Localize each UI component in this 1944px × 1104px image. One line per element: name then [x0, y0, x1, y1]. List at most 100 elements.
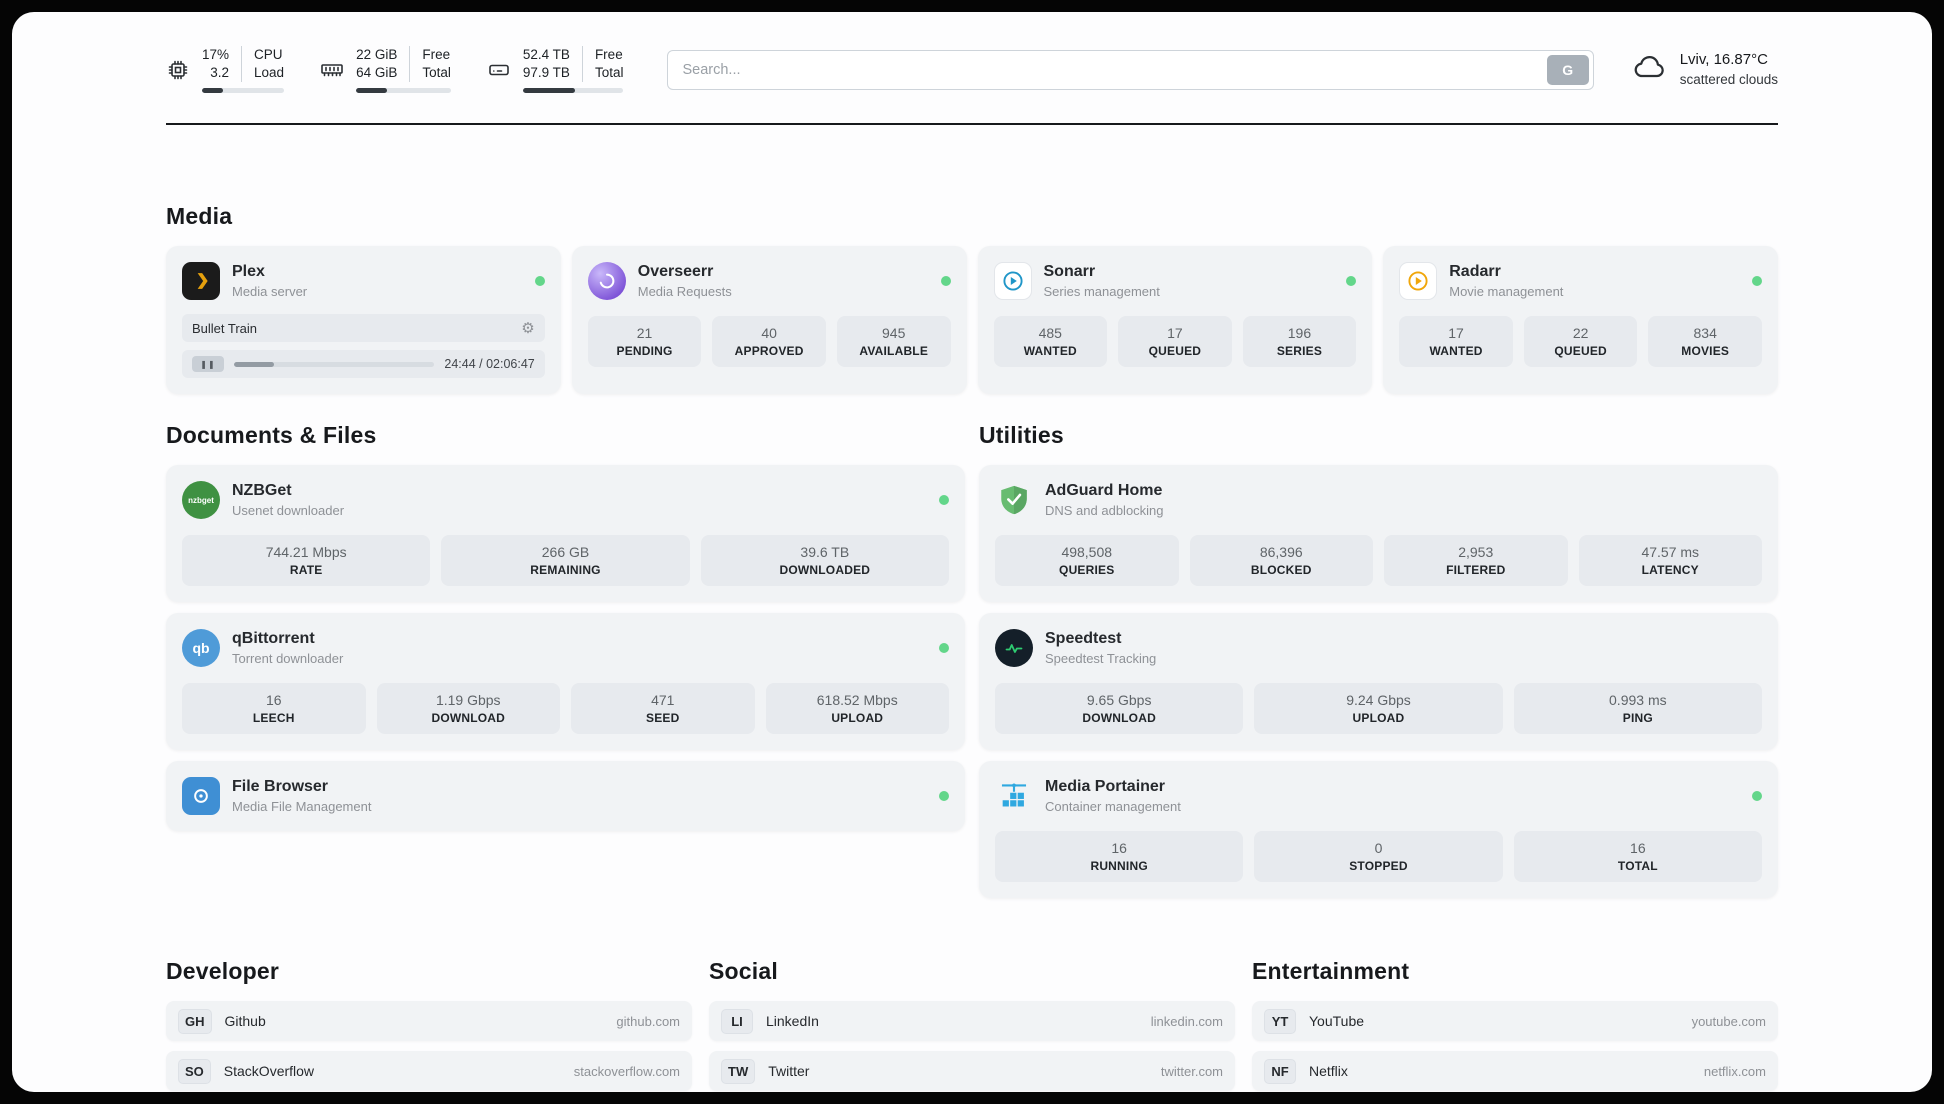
cpu-load-value: 3.2	[210, 65, 230, 80]
radarr-stat-wanted: 17 WANTED	[1399, 316, 1513, 367]
gear-icon[interactable]: ⚙	[521, 320, 535, 337]
adguard-stat-blocked: 86,396 BLOCKED	[1189, 535, 1373, 586]
search-engine-button[interactable]: G	[1546, 54, 1589, 85]
bookmark-netflix[interactable]: NF Netflix netflix.com	[1252, 1051, 1778, 1091]
weather-condition: scattered clouds	[1679, 71, 1778, 87]
twitter-badge: TW	[721, 1058, 756, 1084]
ram-free-value: 22 GiB	[356, 47, 398, 62]
qbittorrent-title: qBittorrent	[232, 630, 315, 647]
bookmarks-area: Developer GH Github github.com SO StackO…	[166, 958, 1778, 1092]
bookmark-youtube[interactable]: YT YouTube youtube.com	[1252, 1001, 1778, 1041]
bookmark-stackoverflow[interactable]: SO StackOverflow stackoverflow.com	[166, 1051, 692, 1091]
portainer-title: Media Portainer	[1045, 778, 1166, 795]
portainer-stat-stopped: 0 STOPPED	[1254, 831, 1503, 882]
qbittorrent-subtitle: Torrent downloader	[232, 651, 344, 666]
portainer-stat-total: 16 TOTAL	[1513, 831, 1762, 882]
youtube-badge: YT	[1264, 1008, 1296, 1034]
app-card-radarr[interactable]: Radarr Movie management 17 WANTED 2	[1383, 246, 1778, 394]
media-section-title: Media	[166, 203, 233, 229]
disk-total-label: Total	[594, 65, 624, 80]
section-documents: Documents & Files nzbget NZBGet Usenet d…	[166, 422, 965, 898]
sonarr-stat-queued: 17 QUEUED	[1118, 316, 1232, 367]
app-card-adguard[interactable]: AdGuard Home DNS and adblocking 498,508 …	[979, 465, 1778, 602]
ram-meter	[356, 88, 451, 93]
qbittorrent-stat-leech: 16 LEECH	[182, 683, 366, 734]
adguard-title: AdGuard Home	[1045, 482, 1163, 499]
overseerr-icon	[587, 262, 626, 300]
bookmark-linkedin[interactable]: LI LinkedIn linkedin.com	[709, 1001, 1235, 1041]
sonarr-icon	[993, 262, 1032, 300]
dashboard-main: Media Plex Media server	[166, 125, 1778, 1092]
netflix-badge: NF	[1264, 1058, 1296, 1084]
speedtest-subtitle: Speedtest Tracking	[1045, 651, 1157, 666]
qbittorrent-icon: qb	[182, 629, 220, 667]
app-card-filebrowser[interactable]: File Browser Media File Management	[166, 761, 965, 831]
overseerr-subtitle: Media Requests	[637, 284, 732, 299]
cpu-meter-fill	[202, 88, 223, 93]
app-card-overseerr[interactable]: Overseerr Media Requests 21 PENDING	[571, 246, 967, 394]
radarr-status-dot	[1752, 276, 1762, 286]
pause-button[interactable]: ❚❚	[192, 356, 224, 372]
ram-meter-fill	[356, 88, 388, 93]
qbittorrent-status-dot	[939, 643, 949, 653]
adguard-icon	[995, 481, 1033, 519]
radarr-subtitle: Movie management	[1449, 284, 1564, 299]
sonarr-status-dot	[1346, 276, 1357, 286]
disk-stat: 52.4 TB 97.9 TB Free Total	[487, 46, 624, 93]
radarr-icon	[1399, 262, 1438, 300]
qbittorrent-stat-seed: 471 SEED	[571, 683, 755, 734]
app-card-nzbget[interactable]: nzbget NZBGet Usenet downloader	[166, 465, 965, 602]
qbittorrent-stat-upload: 618.52 Mbps UPLOAD	[765, 683, 949, 734]
adguard-stat-latency: 47.57 ms LATENCY	[1578, 535, 1762, 586]
header-divider	[166, 123, 1778, 125]
cpu-label: CPU	[254, 47, 283, 62]
section-social: Social LI LinkedIn linkedin.com TW Twitt…	[709, 958, 1235, 1092]
stackoverflow-badge: SO	[178, 1058, 211, 1084]
nzbget-title: NZBGet	[232, 482, 292, 499]
plex-status-dot	[534, 276, 545, 286]
overseerr-stat-available: 945 AVAILABLE	[836, 316, 951, 367]
search-input[interactable]	[667, 49, 1594, 90]
portainer-stat-running: 16 RUNNING	[995, 831, 1244, 882]
dashboard-app: 17% 3.2 CPU Load	[12, 12, 1932, 1092]
plex-progress-fill	[234, 361, 275, 367]
app-card-sonarr[interactable]: Sonarr Series management 485 WANTED	[977, 246, 1373, 394]
plex-now-playing-row: Bullet Train ⚙	[182, 314, 545, 342]
filebrowser-icon	[182, 777, 220, 815]
app-card-qbittorrent[interactable]: qb qBittorrent Torrent downloader	[166, 613, 965, 750]
speedtest-stat-upload: 9.24 Gbps UPLOAD	[1254, 683, 1503, 734]
ram-icon	[320, 58, 344, 82]
disk-icon	[487, 58, 511, 82]
sonarr-stat-wanted: 485 WANTED	[993, 316, 1108, 367]
nzbget-subtitle: Usenet downloader	[232, 503, 345, 518]
plex-progress-row: ❚❚ 24:44 / 02:06:47	[182, 350, 545, 378]
cpu-meter	[202, 88, 285, 93]
plex-title: Plex	[232, 263, 265, 280]
bookmark-github[interactable]: GH Github github.com	[166, 1001, 692, 1041]
nzbget-status-dot	[939, 495, 949, 505]
overseerr-stat-approved: 40 APPROVED	[712, 316, 826, 367]
plex-progress-track[interactable]	[234, 361, 435, 367]
radarr-title: Radarr	[1449, 263, 1501, 280]
plex-subtitle: Media server	[232, 284, 308, 299]
developer-section-title: Developer	[166, 958, 280, 984]
plex-icon	[182, 262, 220, 300]
nzbget-icon: nzbget	[182, 481, 220, 519]
speedtest-icon	[995, 629, 1033, 667]
documents-section-title: Documents & Files	[166, 422, 377, 448]
portainer-subtitle: Container management	[1045, 799, 1181, 814]
system-stats: 17% 3.2 CPU Load	[166, 46, 624, 93]
nzbget-stat-rate: 744.21 Mbps RATE	[182, 535, 431, 586]
app-card-speedtest[interactable]: Speedtest Speedtest Tracking 9.65 Gbps D…	[979, 613, 1778, 750]
app-card-plex[interactable]: Plex Media server Bullet Train ⚙ ❚❚	[166, 246, 561, 394]
portainer-icon	[995, 777, 1033, 815]
radarr-stat-movies: 834 MOVIES	[1648, 316, 1762, 367]
adguard-stat-filtered: 2,953 FILTERED	[1384, 535, 1568, 586]
ram-total-label: Total	[422, 65, 451, 80]
section-media: Media Plex Media server	[166, 203, 1778, 394]
weather-location: Lviv, 16.87°C	[1679, 50, 1768, 68]
filebrowser-subtitle: Media File Management	[232, 799, 372, 814]
app-card-portainer[interactable]: Media Portainer Container management 16 …	[979, 761, 1778, 898]
cpu-icon	[166, 58, 190, 82]
bookmark-twitter[interactable]: TW Twitter twitter.com	[709, 1051, 1235, 1091]
